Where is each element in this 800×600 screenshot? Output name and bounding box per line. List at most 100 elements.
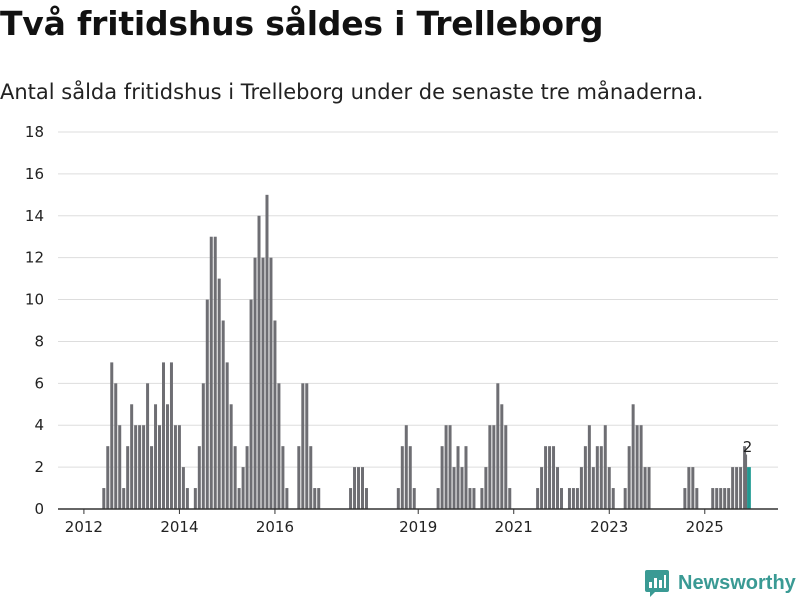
bar	[548, 446, 552, 509]
bar	[181, 467, 185, 509]
bar	[731, 467, 735, 509]
bar	[571, 488, 575, 509]
bar	[631, 404, 635, 509]
bar	[404, 425, 408, 509]
bar	[134, 425, 138, 509]
bar	[536, 488, 540, 509]
bar	[225, 362, 229, 509]
bar	[265, 194, 269, 510]
y-tick-label: 0	[34, 500, 44, 518]
y-tick-label: 4	[34, 416, 44, 434]
bar	[313, 488, 317, 509]
bar	[201, 383, 205, 509]
bar	[162, 362, 165, 509]
x-tick-label: 2014	[160, 518, 198, 536]
bar	[138, 425, 142, 509]
highlight-data-label: 2	[743, 438, 753, 456]
bar	[241, 467, 245, 509]
bar	[583, 446, 587, 509]
bar	[154, 404, 158, 509]
bar	[412, 488, 416, 509]
bar	[317, 488, 321, 509]
bar	[627, 446, 631, 509]
y-tick-label: 10	[25, 291, 44, 309]
bar	[456, 446, 460, 509]
y-tick-label: 6	[34, 374, 44, 392]
bar	[142, 425, 146, 509]
brand-name: Newsworthy	[678, 571, 796, 594]
bar	[285, 488, 289, 509]
bar	[468, 488, 472, 509]
bar	[691, 467, 695, 509]
bar	[106, 446, 110, 509]
bar	[301, 383, 305, 509]
bar	[567, 488, 571, 509]
bar	[349, 488, 353, 509]
bar	[297, 446, 301, 509]
bar	[540, 467, 544, 509]
bar	[683, 488, 687, 509]
bar	[221, 320, 225, 509]
bar	[357, 467, 361, 509]
bar	[687, 467, 691, 509]
bar	[110, 362, 114, 509]
bar	[448, 425, 452, 509]
bar	[122, 488, 126, 509]
bar	[309, 446, 313, 509]
bar	[197, 446, 201, 509]
bar	[544, 446, 548, 509]
bar	[281, 446, 285, 509]
bar	[556, 467, 560, 509]
bar	[237, 488, 241, 509]
x-tick-label: 2025	[686, 518, 724, 536]
bar	[552, 446, 556, 509]
bar	[508, 488, 512, 509]
page-subtitle: Antal sålda fritidshus i Trelleborg unde…	[0, 80, 704, 104]
x-axis: 2012 2014 2016 2019 2021 2023 2025	[58, 508, 778, 536]
bar	[464, 446, 468, 509]
bar	[305, 383, 309, 509]
bar	[353, 467, 357, 509]
bar	[193, 488, 197, 509]
bar	[205, 299, 209, 509]
bar	[575, 488, 579, 509]
gridlines	[58, 131, 778, 468]
bar	[452, 467, 456, 509]
bar	[591, 467, 595, 509]
bar	[361, 467, 364, 509]
y-axis-labels: 0 2 4 6 8 10 12 14 16 18	[25, 123, 44, 518]
bar	[500, 404, 504, 509]
bar	[102, 488, 106, 509]
bar	[607, 467, 611, 509]
bar	[695, 488, 699, 509]
y-tick-label: 14	[25, 207, 44, 225]
y-tick-label: 12	[25, 249, 44, 267]
annotations: 2	[743, 438, 753, 456]
bar	[587, 425, 591, 509]
bar	[408, 446, 412, 509]
bar	[396, 488, 400, 509]
bar	[440, 446, 444, 509]
bar	[261, 257, 265, 509]
bar	[735, 467, 739, 509]
bar	[496, 383, 500, 509]
bar	[444, 425, 448, 509]
bar	[647, 467, 651, 509]
bar	[213, 236, 217, 509]
bar	[715, 488, 719, 509]
bar	[744, 454, 748, 509]
bar	[595, 446, 599, 509]
bar	[118, 425, 122, 509]
x-tick-label: 2021	[495, 518, 533, 536]
bar	[158, 425, 162, 509]
bar	[599, 446, 603, 509]
y-tick-label: 18	[25, 123, 44, 141]
bar	[400, 446, 404, 509]
bar	[233, 446, 237, 509]
page-title: Två fritidshus såldes i Trelleborg	[0, 4, 604, 43]
x-tick-label: 2016	[256, 518, 294, 536]
newsworthy-brand[interactable]: Newsworthy	[644, 568, 796, 598]
bar	[635, 425, 639, 509]
bar	[253, 257, 257, 509]
y-tick-label: 8	[34, 332, 44, 350]
